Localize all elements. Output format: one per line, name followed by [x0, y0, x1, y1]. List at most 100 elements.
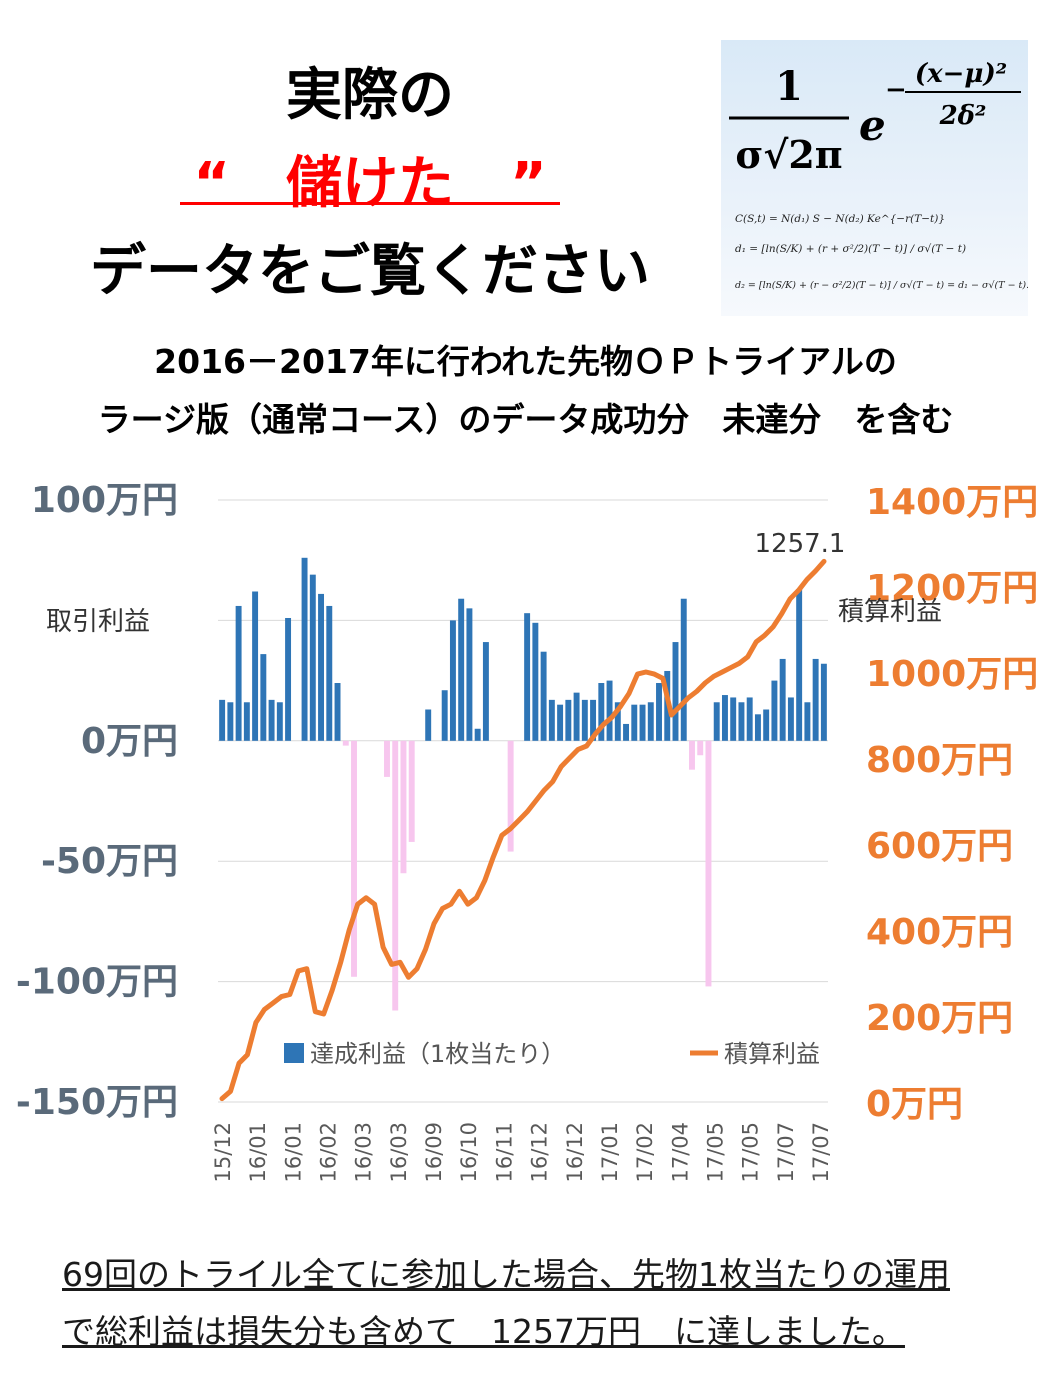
bar-positive: [524, 613, 531, 741]
bar-positive: [318, 593, 325, 741]
left-axis-tick-label: -50万円: [41, 841, 178, 882]
bar-positive: [738, 702, 745, 741]
bar-negative: [384, 740, 390, 777]
bar-positive: [779, 658, 786, 741]
bar-positive: [763, 709, 770, 741]
bar-positive: [268, 699, 275, 741]
right-axis-tick-label: 1200万円: [866, 568, 1038, 609]
bar-negative: [689, 740, 695, 770]
x-axis-ticks: 15/12 16/01 16/01 16/02 16/03 16/03 16/09 16/10…: [211, 1122, 833, 1183]
x-axis-tick-label: 17/02: [633, 1122, 657, 1183]
bar-positive: [804, 702, 811, 741]
chart-legend: 達成利益（1枚当たり） 積算利益: [284, 1040, 820, 1068]
bar-positive: [771, 680, 778, 741]
bar-positive: [730, 697, 737, 741]
right-axis-tick-label: 600万円: [866, 826, 1013, 867]
x-axis-tick-label: 17/05: [704, 1122, 728, 1183]
x-axis-tick-label: 16/01: [246, 1122, 270, 1183]
right-axis-tick-label: 400万円: [866, 912, 1013, 953]
bar-positive: [639, 704, 646, 741]
bar-positive: [219, 699, 226, 741]
bar-negative: [400, 740, 407, 874]
x-axis-tick-label: 17/01: [598, 1122, 622, 1183]
x-axis-tick-label: 16/03: [352, 1122, 376, 1183]
formula-denominator: σ√2π: [735, 132, 842, 177]
subtitle-line1: 2016－2017年に行われた先物ＯＰトライアルの: [154, 342, 897, 381]
bar-positive: [623, 723, 630, 741]
bar-positive: [754, 714, 761, 741]
right-axis-tick-label: 0万円: [866, 1084, 963, 1125]
bar-negative: [507, 740, 514, 852]
formula-exponent-den: 2δ²: [939, 101, 987, 131]
bar-positive: [227, 702, 234, 741]
bar-positive: [301, 557, 308, 741]
bar-positive: [598, 683, 605, 741]
conclusion-line1: 69回のトライル全てに参加した場合、先物1枚当たりの運用: [62, 1255, 950, 1294]
formula-bs2: d₁ = [ln(S/K) + (r + σ²/2)(T − t)] / σ√(…: [735, 243, 966, 255]
headline-line2: “ 儲けた ”: [193, 151, 547, 216]
bar-positive: [614, 702, 621, 741]
bar-positive: [449, 620, 456, 741]
bar-negative: [342, 740, 349, 746]
headline-line1: 実際の: [286, 63, 454, 128]
legend-line-label: 積算利益: [724, 1040, 820, 1068]
formula-base: e: [859, 101, 886, 150]
bar-positive: [482, 642, 489, 741]
profit-chart: 100万円 0万円 -50万円 -100万円 -150万円 1400万円 1200万円 10…: [16, 480, 1038, 1183]
bar-positive: [466, 608, 473, 741]
bar-positive: [334, 683, 341, 741]
legend-bar-label: 達成利益（1枚当たり）: [310, 1040, 565, 1068]
bar-positive: [647, 702, 654, 741]
x-axis-tick-label: 16/02: [317, 1122, 341, 1183]
bar-positive: [425, 709, 432, 741]
line-end-annotation: 1257.1: [755, 529, 846, 559]
right-axis-label: 積算利益: [838, 597, 942, 627]
bar-positive: [573, 692, 580, 741]
conclusion-line2: で総利益は損失分も含めて 1257万円 に達しました。: [62, 1312, 905, 1351]
right-axis-tick-label: 800万円: [866, 740, 1013, 781]
bar-positive: [721, 695, 728, 741]
bar-positive: [672, 642, 679, 741]
chart-bars: [219, 557, 827, 1011]
x-axis-tick-label: 17/07: [774, 1122, 798, 1183]
bar-positive: [787, 697, 794, 741]
x-axis-tick-label: 16/11: [492, 1122, 516, 1183]
bar-negative: [351, 740, 357, 977]
formula-bs1: C(S,t) = N(d₁) S − N(d₂) Ke^{−r(T−t)}: [735, 213, 945, 225]
bar-positive: [276, 702, 283, 741]
x-axis-tick-label: 16/03: [387, 1122, 411, 1183]
bar-positive: [252, 591, 259, 741]
right-axis-tick-label: 200万円: [866, 998, 1013, 1039]
headline-underline: [180, 202, 560, 205]
left-axis-ticks: 100万円 0万円 -50万円 -100万円 -150万円: [16, 480, 178, 1123]
bar-negative: [697, 740, 704, 756]
legend-bar-swatch: [284, 1043, 304, 1063]
x-axis-tick-label: 16/12: [528, 1122, 552, 1183]
left-axis-tick-label: -100万円: [16, 962, 178, 1003]
bar-positive: [680, 598, 687, 741]
bar-positive: [581, 699, 588, 741]
x-axis-tick-label: 16/01: [281, 1122, 305, 1183]
bar-positive: [235, 605, 242, 741]
right-axis-tick-label: 1000万円: [866, 654, 1038, 695]
bar-positive: [260, 654, 267, 741]
formula-numerator: 1: [775, 63, 803, 110]
right-axis-tick-label: 1400万円: [866, 482, 1038, 523]
formula-image: 1 σ√2π e − (x−μ)² 2δ² C(S,t) = N(d₁) S −…: [721, 40, 1028, 316]
cumulative-profit-line: [219, 558, 827, 1102]
bar-positive: [796, 589, 803, 741]
bar-positive: [532, 622, 539, 741]
bar-positive: [590, 699, 597, 741]
bar-positive: [285, 617, 292, 741]
right-axis-ticks: 1400万円 1200万円 1000万円 800万円 600万円 400万円 200万円 0万…: [866, 482, 1038, 1125]
bar-positive: [820, 663, 827, 741]
bar-positive: [540, 651, 547, 741]
bar-positive: [309, 574, 316, 741]
headline-line3: データをご覧ください: [90, 239, 650, 304]
formula-minus: −: [885, 75, 907, 105]
bar-positive: [565, 699, 572, 741]
x-axis-tick-label: 17/04: [668, 1122, 692, 1183]
bar-positive: [557, 704, 564, 741]
bar-positive: [812, 658, 819, 741]
bar-positive: [606, 680, 613, 741]
